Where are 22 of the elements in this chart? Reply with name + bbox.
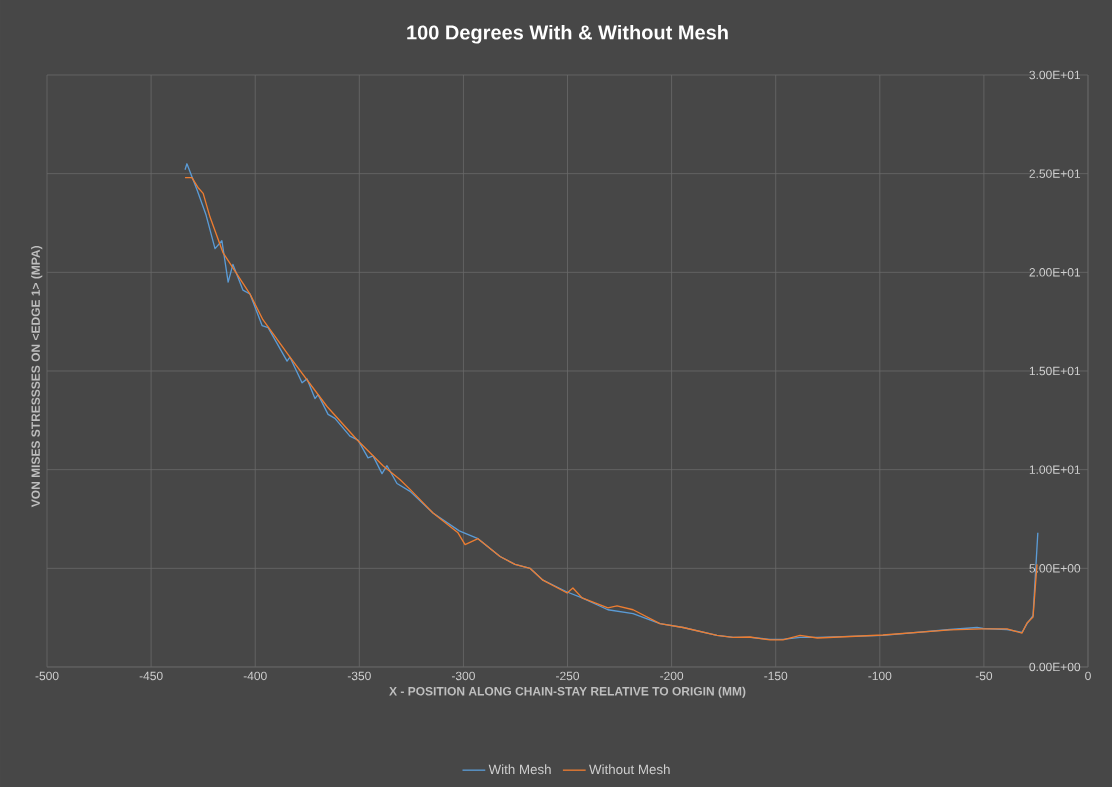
x-tick-label: -450 [139,671,163,681]
y-tick-label: 3.00E+01 [1029,70,1081,80]
x-tick-label: -50 [975,671,993,681]
y-tick-label: 0.00E+00 [1029,662,1081,672]
x-tick-label: -400 [243,671,267,681]
x-tick-label: -300 [451,671,475,681]
x-tick-label: 0 [1085,671,1091,681]
x-tick-label: -200 [660,671,684,681]
x-tick-label: -150 [764,671,788,681]
x-tick-label: -100 [868,671,892,681]
y-tick-label: 2.00E+01 [1029,268,1081,277]
x-tick-label: -500 [35,671,59,681]
legend-label: With Mesh [488,764,551,775]
chart-title: 100 Degrees With & Without Mesh [407,24,728,44]
x-tick-label: -250 [556,671,580,681]
x-axis-title: X - POSITION ALONG CHAIN-STAY RELATIVE TO ORIGIN (MM) [389,686,746,698]
y-axis-title: VON MISES STRESSSES ON <EDGE 1> (MPA) [31,245,43,508]
y-tick-label: 2.50E+01 [1029,169,1081,178]
y-tick-label: 1.50E+01 [1029,366,1081,376]
legend-label: Without Mesh [589,764,670,775]
x-tick-label: -350 [347,671,371,681]
y-tick-label: 1.00E+01 [1029,465,1081,474]
